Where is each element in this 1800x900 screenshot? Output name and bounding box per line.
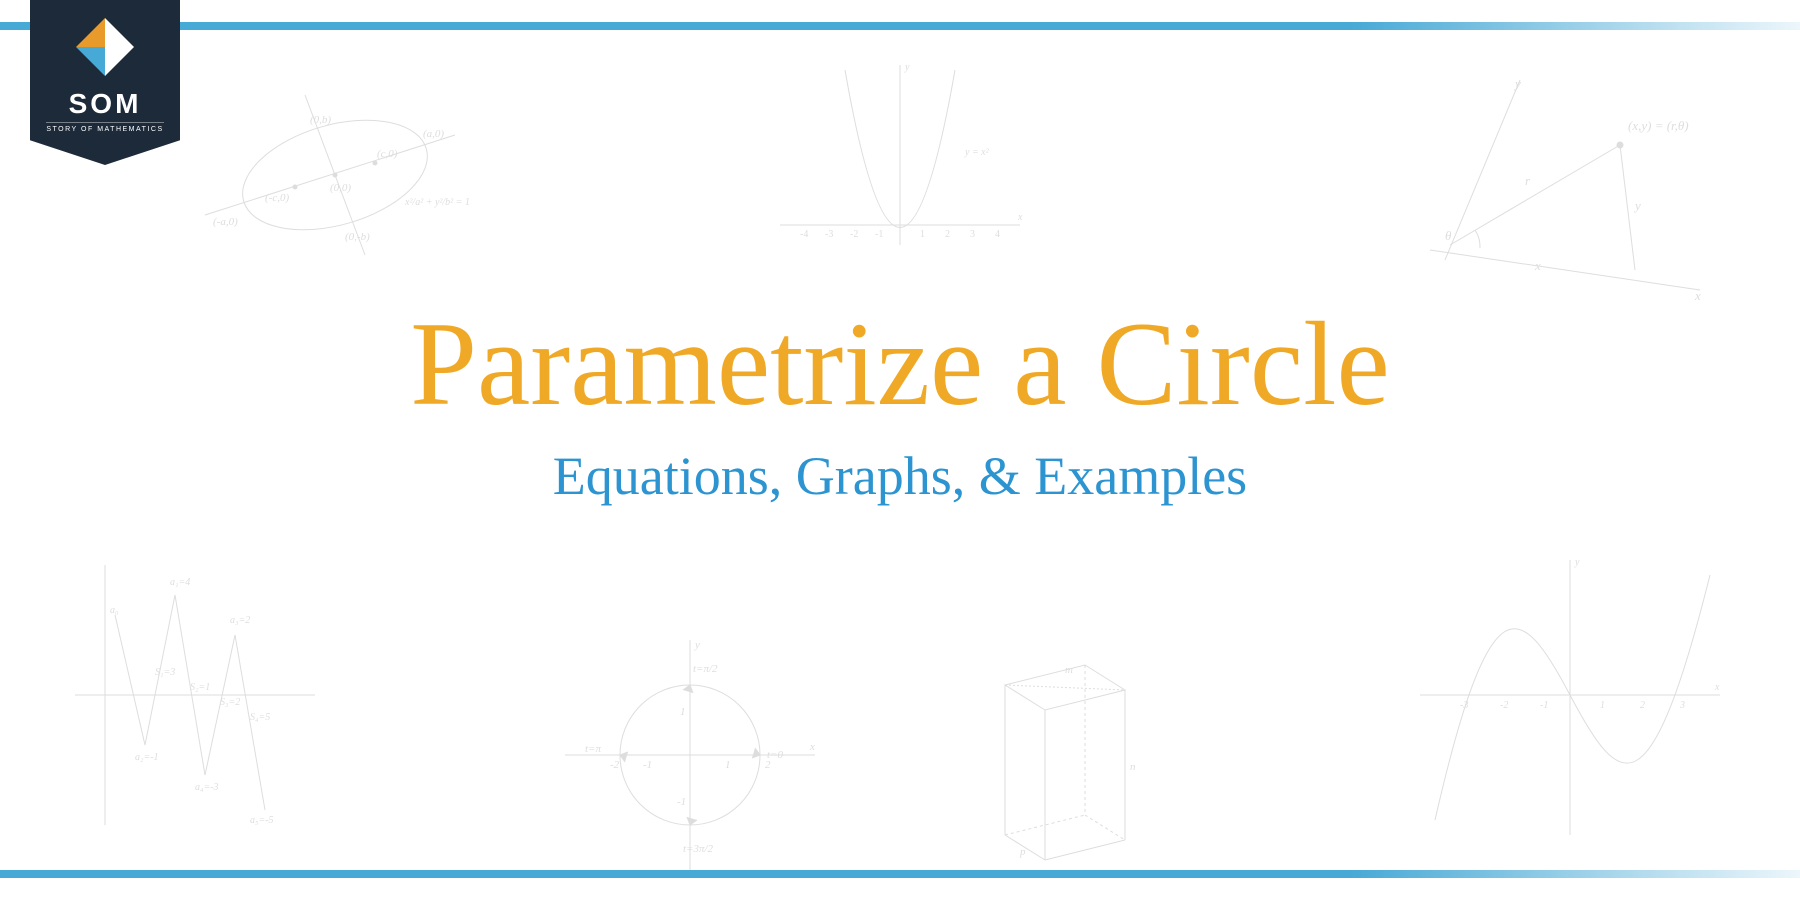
svg-text:θ: θ: [1445, 228, 1452, 243]
bottom-accent-border: [0, 870, 1800, 878]
svg-text:a₂=-1: a₂=-1: [135, 752, 159, 763]
svg-text:(-a,0): (-a,0): [213, 216, 238, 228]
svg-text:-2: -2: [610, 759, 620, 771]
svg-text:a₄=-3: a₄=-3: [195, 782, 219, 793]
svg-text:-2: -2: [1500, 700, 1508, 711]
svg-text:a₃=2: a₃=2: [230, 615, 250, 626]
svg-text:m: m: [1065, 664, 1073, 676]
svg-text:y: y: [1574, 557, 1580, 568]
page-subtitle: Equations, Graphs, & Examples: [0, 445, 1800, 507]
svg-text:t=π/2: t=π/2: [693, 663, 718, 675]
svg-text:y: y: [904, 62, 910, 73]
svg-text:4: 4: [995, 229, 1000, 240]
svg-text:r: r: [1525, 173, 1531, 188]
svg-text:1: 1: [920, 229, 925, 240]
svg-text:x: x: [1714, 682, 1720, 693]
svg-text:x: x: [809, 741, 815, 753]
parabola-diagram: -4 -3 -2 -1 1 2 3 4 y = x² y x: [770, 55, 1030, 255]
svg-text:y = x²: y = x²: [964, 147, 990, 158]
svg-text:a₀: a₀: [110, 605, 119, 616]
svg-text:2: 2: [765, 759, 771, 771]
svg-text:-1: -1: [643, 759, 652, 771]
svg-text:y: y: [1633, 198, 1641, 213]
cubic-diagram: -3 -2 -1 1 2 3 y x: [1400, 540, 1740, 850]
svg-text:2: 2: [1640, 700, 1645, 711]
svg-text:n: n: [1130, 761, 1136, 773]
ellipse-diagram: (0,b) (a,0) (c,0) (0,0) (-c,0) (-a,0) (0…: [195, 75, 475, 275]
svg-text:(a,0): (a,0): [423, 128, 444, 140]
svg-text:t=π: t=π: [585, 743, 601, 755]
svg-text:(0,b): (0,b): [310, 114, 331, 126]
svg-text:x: x: [1017, 212, 1023, 223]
svg-text:S₃=2: S₃=2: [220, 697, 240, 708]
svg-text:a₁=4: a₁=4: [170, 577, 190, 588]
svg-text:S₁=3: S₁=3: [155, 667, 175, 678]
box-diagram: m n p: [965, 625, 1165, 875]
svg-text:-3: -3: [825, 229, 833, 240]
svg-text:x²/a² + y²/b² = 1: x²/a² + y²/b² = 1: [404, 197, 470, 208]
svg-text:t=3π/2: t=3π/2: [683, 843, 714, 855]
svg-text:(c,0): (c,0): [377, 148, 398, 160]
svg-text:(0,-b): (0,-b): [345, 231, 370, 243]
svg-text:3: 3: [1679, 700, 1685, 711]
svg-text:2: 2: [945, 229, 950, 240]
svg-text:-3: -3: [1460, 700, 1468, 711]
unit-circle-diagram: t=0 t=π/2 t=π t=3π/2 -11 -22 1-1 yx: [555, 630, 825, 880]
svg-text:y: y: [1513, 76, 1521, 91]
svg-text:(x,y) = (r,θ): (x,y) = (r,θ): [1628, 118, 1689, 133]
zigzag-diagram: a₁=4 a₃=2 a₀ a₂=-1 a₄=-3 a₅=-5 S₁=3 S₂=1…: [55, 545, 335, 835]
logo-icon: [76, 18, 134, 76]
svg-text:x: x: [1534, 258, 1541, 273]
svg-text:p: p: [1019, 846, 1026, 858]
svg-text:x: x: [1694, 288, 1701, 300]
svg-text:S₄=5: S₄=5: [250, 712, 270, 723]
svg-text:3: 3: [970, 229, 975, 240]
svg-text:-1: -1: [1540, 700, 1548, 711]
svg-text:1: 1: [725, 759, 731, 771]
svg-text:a₅=-5: a₅=-5: [250, 815, 274, 826]
svg-text:S₂=1: S₂=1: [190, 682, 210, 693]
svg-text:-2: -2: [850, 229, 858, 240]
page-title: Parametrize a Circle: [0, 295, 1800, 433]
svg-text:1: 1: [1600, 700, 1605, 711]
logo-acronym: SOM: [69, 88, 142, 120]
svg-text:(0,0): (0,0): [330, 182, 351, 194]
svg-text:-1: -1: [677, 796, 686, 808]
svg-text:1: 1: [680, 706, 686, 718]
svg-text:(-c,0): (-c,0): [265, 192, 289, 204]
logo-tagline: STORY OF MATHEMATICS: [46, 122, 163, 133]
svg-text:y: y: [694, 639, 700, 651]
top-accent-border: [0, 22, 1800, 30]
polar-diagram: (x,y) = (r,θ) r θ x y y x: [1390, 70, 1720, 300]
svg-text:-4: -4: [800, 229, 808, 240]
logo-badge: SOM STORY OF MATHEMATICS: [30, 0, 180, 165]
svg-text:-1: -1: [875, 229, 883, 240]
